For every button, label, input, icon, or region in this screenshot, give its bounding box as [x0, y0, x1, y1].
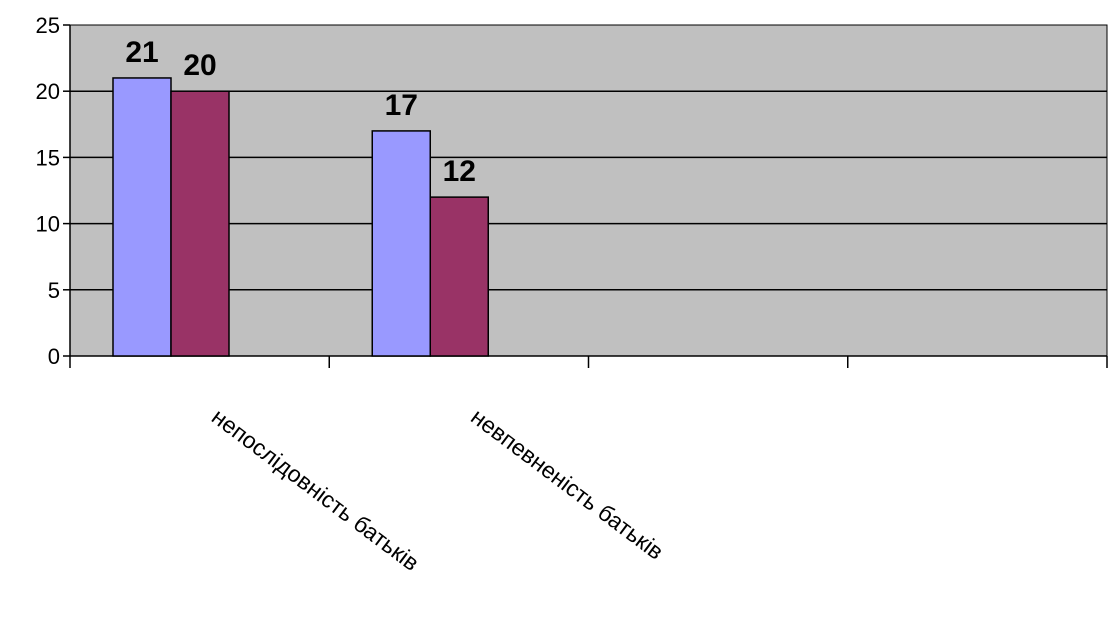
- y-tick-label: 10: [36, 212, 60, 237]
- y-tick-labels: 0 5 10 15 20 25: [36, 13, 60, 369]
- data-label: 12: [443, 155, 476, 188]
- category-labels: непослідовність батьків невпевненість ба…: [207, 403, 669, 576]
- category-label: непослідовність батьків: [207, 403, 424, 576]
- category-label: невпевненість батьків: [466, 403, 668, 564]
- y-tick-label: 20: [36, 79, 60, 104]
- gridlines: [63, 24, 1108, 368]
- axes: [69, 25, 1107, 357]
- bars: [112, 77, 489, 357]
- data-labels: 21 20 17 12: [125, 36, 476, 188]
- y-tick-label: 0: [48, 344, 60, 369]
- plot-area: [69, 24, 1108, 357]
- data-label: 21: [125, 36, 158, 69]
- data-label: 20: [183, 49, 216, 82]
- y-tick-label: 5: [48, 278, 60, 303]
- bar: [429, 196, 489, 357]
- bar: [112, 77, 172, 357]
- bar: [170, 90, 230, 357]
- bar: [371, 130, 431, 357]
- y-tick-label: 25: [36, 13, 60, 38]
- y-tick-label: 15: [36, 145, 60, 170]
- data-label: 17: [385, 89, 418, 122]
